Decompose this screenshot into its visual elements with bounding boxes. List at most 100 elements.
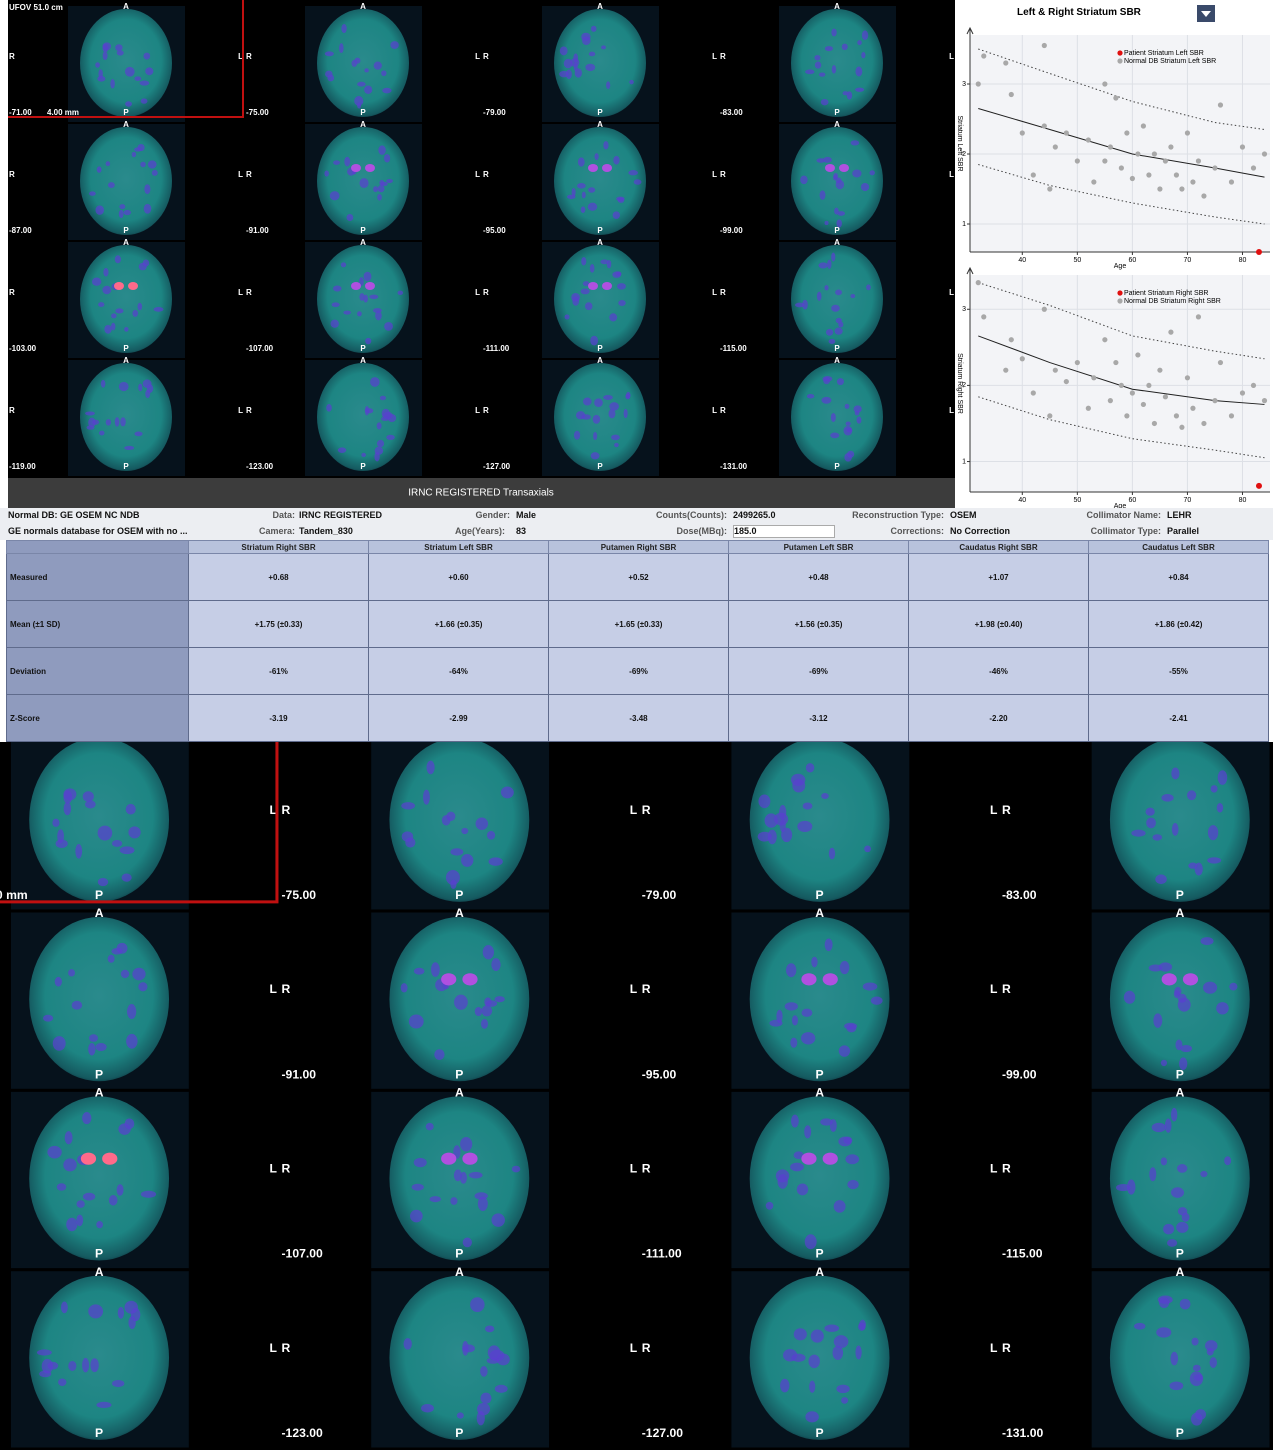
dropdown-button[interactable] [1197, 5, 1215, 22]
uptake-blob [408, 1014, 424, 1029]
orientation-anterior: A [123, 120, 129, 129]
selector-text: Left & Right Striatum SBR [1017, 7, 1141, 18]
orientation-right: R [9, 406, 15, 415]
uptake-blob [1202, 981, 1218, 994]
uptake-blob [134, 147, 142, 152]
uptake-blob [107, 954, 115, 963]
reference-limit [978, 48, 1265, 130]
slice-position: -91.00 [246, 226, 269, 235]
uptake-blob [1123, 990, 1136, 1004]
uptake-blob [833, 1335, 849, 1349]
brain [1109, 742, 1250, 902]
uptake-blob [475, 817, 489, 830]
sbr-selector[interactable]: Left & Right Striatum SBR [1012, 5, 1215, 22]
normal-point [1168, 144, 1174, 150]
orientation-anterior: A [815, 906, 824, 920]
uptake-blob [828, 847, 836, 860]
slice-position: -99.00 [720, 226, 743, 235]
slice-position: -107.00 [282, 1247, 323, 1261]
orientation-anterior: A [123, 356, 129, 365]
normal-point [1212, 398, 1218, 404]
uptake-blob [814, 55, 821, 61]
uptake-blob [111, 313, 117, 319]
uptake-blob [456, 1412, 464, 1419]
uptake-blob [805, 763, 815, 773]
uptake-blob [142, 379, 152, 389]
uptake-blob [332, 285, 342, 292]
orientation-left: L [270, 1341, 278, 1355]
normal-point [1102, 81, 1108, 87]
uptake-blob [593, 431, 598, 441]
normal-point [1261, 151, 1268, 157]
orientation-left: L [238, 288, 243, 297]
orientation-left: L [630, 1341, 638, 1355]
normal-point [975, 280, 981, 286]
cell: -46% [908, 647, 1089, 695]
uptake-blob [611, 434, 620, 441]
orientation-posterior: P [123, 226, 129, 235]
uptake-blob [581, 256, 587, 266]
striatum-hotspot [602, 282, 612, 290]
normal-point [1052, 367, 1058, 373]
zoomed-tiles: APRL-71.00APRL-75.00APRL-79.00APRL-83.00… [0, 742, 1270, 1448]
normal-point [1118, 165, 1124, 171]
value: GE OSEM NC NDB [60, 510, 140, 520]
normal-point [1173, 172, 1180, 178]
uptake-blob [580, 206, 586, 214]
uptake-blob [66, 1217, 78, 1232]
slice-position: -131.00 [1002, 1426, 1043, 1440]
uptake-blob [582, 36, 591, 45]
legend-label: Normal DB Striatum Left SBR [1124, 58, 1216, 65]
uptake-blob [824, 220, 829, 226]
y-tick-label: 3 [962, 306, 966, 313]
brain [80, 127, 172, 235]
normal-point [1074, 359, 1080, 366]
brain [29, 1275, 170, 1440]
orientation-posterior: P [360, 108, 366, 117]
uptake-blob [1163, 1223, 1175, 1235]
uptake-blob [60, 1301, 68, 1314]
uptake-blob [142, 259, 150, 267]
normal-point [1184, 130, 1191, 136]
orientation-anterior: A [95, 1086, 104, 1100]
orientation-posterior: P [834, 344, 840, 353]
normal-point [1201, 193, 1207, 199]
uptake-blob [494, 996, 505, 1003]
uptake-blob [138, 982, 148, 992]
value: 2499265.0 [733, 510, 776, 520]
uptake-blob [114, 255, 121, 264]
normal-point [1003, 367, 1009, 373]
uptake-blob [1200, 1170, 1208, 1178]
uptake-blob [823, 377, 831, 385]
orientation-left: L [990, 982, 998, 996]
uptake-blob [331, 302, 340, 308]
slice-position: -119.00 [9, 462, 36, 471]
uptake-blob [824, 938, 833, 952]
uptake-blob [82, 1112, 92, 1125]
axis-arrow [966, 26, 974, 35]
uptake-blob [124, 66, 135, 77]
uptake-blob [82, 791, 94, 802]
brain [791, 9, 883, 117]
striatum-hotspot [822, 973, 838, 986]
uptake-blob [588, 187, 596, 193]
uptake-blob [1146, 817, 1156, 829]
dose-input[interactable]: 185.0 [733, 525, 835, 538]
label: Counts(Counts): [656, 510, 727, 520]
orientation-posterior: P [360, 344, 366, 353]
x-tick-label: 50 [1073, 257, 1081, 264]
uptake-blob [802, 299, 808, 310]
cell: +1.75 (±0.33) [188, 600, 369, 648]
orientation-left: L [270, 982, 278, 996]
orientation-right: R [246, 288, 252, 297]
orientation-right: R [1002, 803, 1011, 817]
brain [791, 245, 883, 353]
uptake-blob [816, 291, 822, 301]
cell: +1.98 (±0.40) [908, 600, 1089, 648]
uptake-blob [422, 789, 430, 805]
striatum-hotspot [602, 164, 612, 172]
uptake-blob [91, 277, 102, 286]
uptake-blob [140, 98, 148, 104]
uptake-blob [590, 452, 600, 460]
uptake-blob [43, 1014, 54, 1022]
